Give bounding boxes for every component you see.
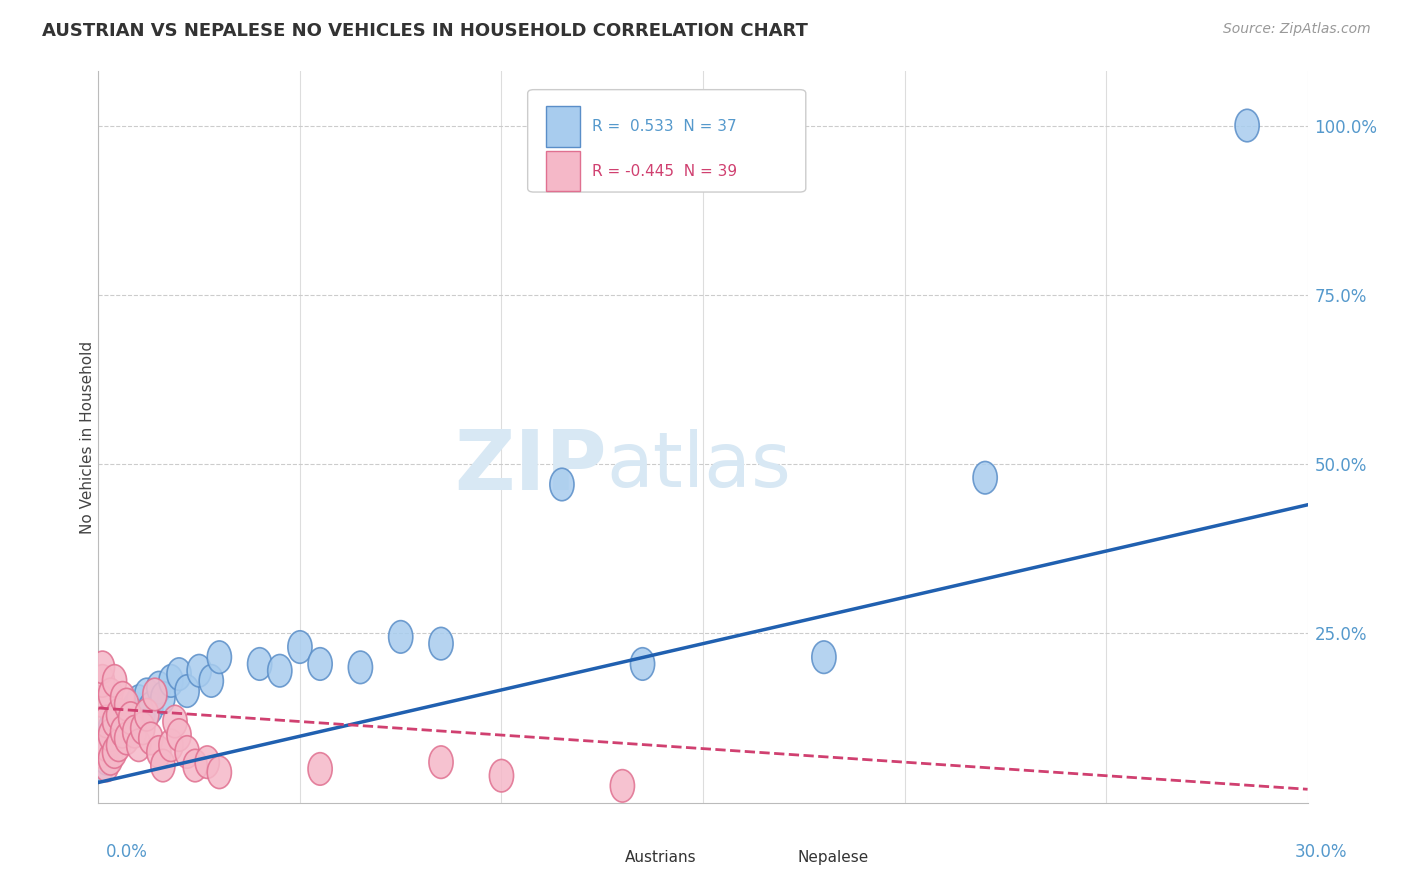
Text: R = -0.445  N = 39: R = -0.445 N = 39 <box>592 164 737 178</box>
Ellipse shape <box>139 691 163 724</box>
Ellipse shape <box>187 655 211 687</box>
FancyBboxPatch shape <box>751 843 782 876</box>
Ellipse shape <box>146 672 172 704</box>
Ellipse shape <box>174 675 200 707</box>
Ellipse shape <box>195 746 219 779</box>
Ellipse shape <box>135 698 159 731</box>
Ellipse shape <box>610 770 634 802</box>
Ellipse shape <box>131 712 155 745</box>
Ellipse shape <box>143 678 167 711</box>
Text: ZIP: ZIP <box>454 425 606 507</box>
Ellipse shape <box>103 706 127 738</box>
Ellipse shape <box>127 685 150 717</box>
Ellipse shape <box>94 742 118 775</box>
Ellipse shape <box>122 715 146 747</box>
Ellipse shape <box>267 655 292 687</box>
Y-axis label: No Vehicles in Household: No Vehicles in Household <box>80 341 94 533</box>
Ellipse shape <box>139 723 163 755</box>
Ellipse shape <box>146 736 172 768</box>
Ellipse shape <box>131 698 155 731</box>
Ellipse shape <box>550 468 574 500</box>
Ellipse shape <box>118 702 143 734</box>
Ellipse shape <box>94 706 118 738</box>
Ellipse shape <box>630 648 655 681</box>
Ellipse shape <box>107 698 131 731</box>
Text: Source: ZipAtlas.com: Source: ZipAtlas.com <box>1223 22 1371 37</box>
Text: Nepalese: Nepalese <box>797 850 869 865</box>
Ellipse shape <box>167 658 191 690</box>
Ellipse shape <box>1234 110 1260 142</box>
Ellipse shape <box>90 736 114 768</box>
Ellipse shape <box>90 651 114 683</box>
Ellipse shape <box>288 631 312 664</box>
Ellipse shape <box>114 723 139 755</box>
Text: R =  0.533  N = 37: R = 0.533 N = 37 <box>592 120 737 134</box>
Ellipse shape <box>103 736 127 768</box>
Text: atlas: atlas <box>606 429 792 503</box>
Ellipse shape <box>122 691 146 724</box>
Ellipse shape <box>207 641 232 673</box>
Ellipse shape <box>308 753 332 785</box>
FancyBboxPatch shape <box>546 151 579 192</box>
Ellipse shape <box>107 712 131 745</box>
Ellipse shape <box>127 729 150 762</box>
Ellipse shape <box>388 621 413 653</box>
Ellipse shape <box>90 749 114 781</box>
Ellipse shape <box>103 723 127 755</box>
Ellipse shape <box>973 461 997 494</box>
Ellipse shape <box>159 665 183 698</box>
Ellipse shape <box>247 648 271 681</box>
Ellipse shape <box>167 719 191 751</box>
Text: Austrians: Austrians <box>624 850 696 865</box>
Ellipse shape <box>489 759 513 792</box>
Ellipse shape <box>90 685 114 717</box>
Ellipse shape <box>98 712 122 745</box>
FancyBboxPatch shape <box>582 843 613 876</box>
Ellipse shape <box>429 746 453 779</box>
Ellipse shape <box>163 706 187 738</box>
Ellipse shape <box>811 641 837 673</box>
Ellipse shape <box>135 678 159 711</box>
Ellipse shape <box>98 725 122 758</box>
Ellipse shape <box>429 627 453 660</box>
Ellipse shape <box>114 715 139 747</box>
Ellipse shape <box>114 689 139 721</box>
Text: 0.0%: 0.0% <box>105 843 148 861</box>
Text: 30.0%: 30.0% <box>1295 843 1347 861</box>
Ellipse shape <box>94 729 118 762</box>
Ellipse shape <box>159 729 183 762</box>
Ellipse shape <box>103 665 127 698</box>
Ellipse shape <box>200 665 224 698</box>
Ellipse shape <box>90 665 114 698</box>
Ellipse shape <box>107 729 131 762</box>
Ellipse shape <box>98 678 122 711</box>
Ellipse shape <box>183 749 207 781</box>
Ellipse shape <box>111 681 135 714</box>
Ellipse shape <box>150 749 174 781</box>
Ellipse shape <box>207 756 232 789</box>
FancyBboxPatch shape <box>546 106 579 146</box>
Ellipse shape <box>89 736 112 768</box>
FancyBboxPatch shape <box>527 90 806 192</box>
Ellipse shape <box>118 706 143 738</box>
Ellipse shape <box>94 749 118 781</box>
Ellipse shape <box>98 742 122 775</box>
Ellipse shape <box>111 715 135 747</box>
Ellipse shape <box>174 736 200 768</box>
Ellipse shape <box>308 648 332 681</box>
Ellipse shape <box>150 681 174 714</box>
Ellipse shape <box>98 719 122 751</box>
Ellipse shape <box>349 651 373 683</box>
Text: AUSTRIAN VS NEPALESE NO VEHICLES IN HOUSEHOLD CORRELATION CHART: AUSTRIAN VS NEPALESE NO VEHICLES IN HOUS… <box>42 22 808 40</box>
Ellipse shape <box>111 702 135 734</box>
Ellipse shape <box>103 706 127 738</box>
Ellipse shape <box>94 729 118 762</box>
